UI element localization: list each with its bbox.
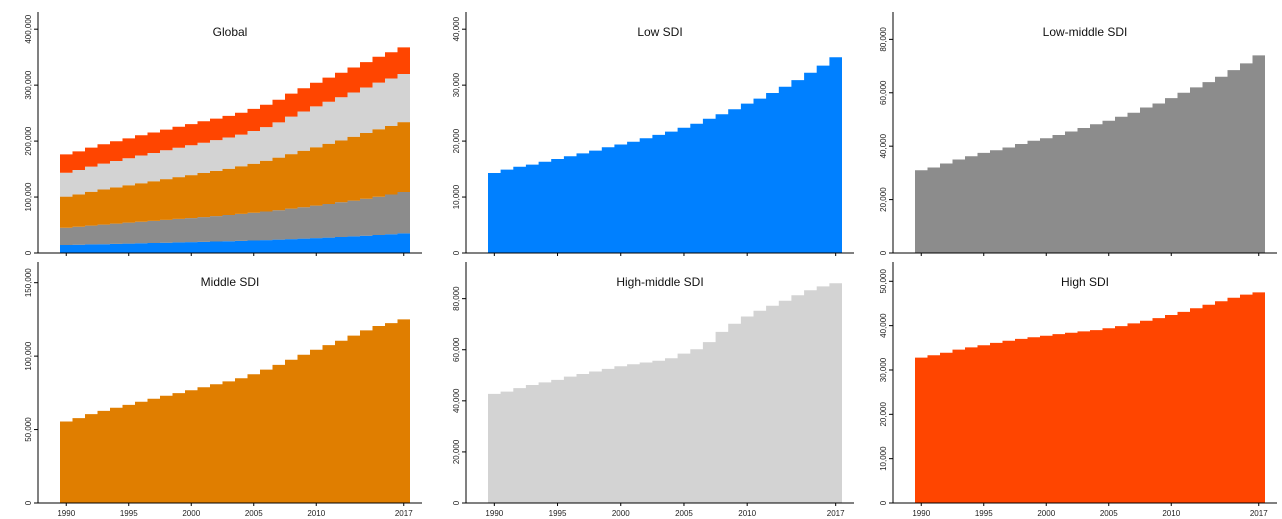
panel-middle-sdi-xtick-label: 2017: [395, 509, 413, 518]
panel-high-sdi-xtick-label: 2005: [1100, 509, 1118, 518]
panel-global-ytick-label: 100,000: [24, 182, 33, 211]
panel-global-title: Global: [213, 25, 248, 39]
panel-global-area-1: [60, 233, 410, 253]
panel-middle-sdi-title: Middle SDI: [201, 275, 260, 289]
panel-high-middle-sdi-title: High-middle SDI: [616, 275, 703, 289]
panel-middle-sdi-xtick-label: 1995: [120, 509, 138, 518]
panel-global-area-5: [60, 47, 410, 173]
panel-high-sdi-ytick-label: 40,000: [879, 313, 888, 338]
panel-low-sdi-area-1: [488, 57, 842, 254]
panel-low-sdi-ytick-label: 30,000: [452, 72, 461, 97]
panel-high-middle-sdi-ytick-label: 0: [452, 500, 461, 505]
panel-high-middle-sdi-xtick-label: 1990: [485, 509, 503, 518]
panel-middle-sdi-xtick-label: 2000: [182, 509, 200, 518]
panel-high-middle-sdi-xtick-label: 2000: [612, 509, 630, 518]
panel-low-middle-sdi-ytick-label: 40,000: [879, 133, 888, 158]
panel-global-area-3: [60, 122, 410, 228]
panel-high-sdi-xtick-label: 1995: [975, 509, 993, 518]
panel-low-sdi-ytick-label: 10,000: [452, 184, 461, 209]
panel-low-middle-sdi-ytick-label: 60,000: [879, 80, 888, 105]
panel-low-sdi-title: Low SDI: [637, 25, 682, 39]
panel-middle-sdi-ytick-label: 150,000: [24, 268, 33, 297]
panel-global-ytick-label: 300,000: [24, 70, 33, 99]
panel-high-sdi-ytick-label: 0: [879, 500, 888, 505]
panel-high-sdi-ytick-label: 50,000: [879, 269, 888, 294]
panel-middle-sdi-ytick-label: 50,000: [24, 417, 33, 442]
panel-high-sdi-xtick-label: 1990: [912, 509, 930, 518]
panel-high-sdi-xtick-label: 2010: [1162, 509, 1180, 518]
panel-middle-sdi-area-1: [60, 319, 410, 503]
panel-high-middle-sdi-ytick-label: 40,000: [452, 388, 461, 413]
panel-high-middle-sdi: 0 20,000 40,000 60,000 80,000 1990 1995 2000 200…: [452, 262, 854, 518]
panel-high-middle-sdi-xtick-label: 2010: [738, 509, 756, 518]
panel-high-middle-sdi-xtick-label: 2005: [675, 509, 693, 518]
panel-high-sdi-xtick-label: 2017: [1250, 509, 1268, 518]
panel-global-ytick-label: 200,000: [24, 126, 33, 155]
panel-low-middle-sdi-ytick-label: 80,000: [879, 27, 888, 52]
panel-global-ytick-label: 400,000: [24, 14, 33, 43]
panel-high-sdi: 0 10,000 20,000 30,000 40,000 50,000 1990 1995 2…: [879, 262, 1277, 518]
panel-global-ytick-label: 0: [24, 250, 33, 255]
panel-middle-sdi: 0 50,000 100,000 150,000 1990 1995 2000 2005 201…: [24, 262, 422, 518]
panel-low-sdi-ytick-label: 40,000: [452, 16, 461, 41]
panel-high-sdi-ytick-label: 10,000: [879, 446, 888, 471]
panel-high-middle-sdi-area-1: [488, 283, 842, 503]
panel-middle-sdi-ytick-label: 100,000: [24, 341, 33, 370]
panel-middle-sdi-xtick-label: 2005: [245, 509, 263, 518]
panel-high-middle-sdi-ytick-label: 80,000: [452, 286, 461, 311]
panel-high-middle-sdi-xtick-label: 2017: [827, 509, 845, 518]
panel-high-sdi-xtick-label: 2000: [1037, 509, 1055, 518]
panel-high-sdi-area-1: [915, 292, 1265, 503]
panel-high-middle-sdi-xtick-label: 1995: [549, 509, 567, 518]
panel-middle-sdi-xtick-label: 2010: [307, 509, 325, 518]
panel-low-middle-sdi-area-1: [915, 55, 1265, 254]
panel-high-sdi-title: High SDI: [1061, 275, 1109, 289]
panel-global: 0 100,000 200,000 300,000 400,000 Global: [24, 12, 422, 256]
panel-low-middle-sdi-ytick-label: 20,000: [879, 187, 888, 212]
panel-middle-sdi-xtick-label: 1990: [57, 509, 75, 518]
panel-high-middle-sdi-ytick-label: 60,000: [452, 337, 461, 362]
panel-middle-sdi-ytick-label: 0: [24, 500, 33, 505]
panel-low-middle-sdi-ytick-label: 0: [879, 250, 888, 255]
panel-low-sdi-ytick-label: 20,000: [452, 128, 461, 153]
panel-low-middle-sdi-title: Low-middle SDI: [1043, 25, 1128, 39]
panel-low-sdi-ytick-label: 0: [452, 250, 461, 255]
panel-low-sdi: 0 10,000 20,000 30,000 40,000 Low SDI: [452, 12, 854, 256]
panel-high-sdi-ytick-label: 30,000: [879, 357, 888, 382]
panel-low-middle-sdi: 0 20,000 40,000 60,000 80,000 Low-middle SDI: [879, 12, 1277, 256]
panel-high-middle-sdi-ytick-label: 20,000: [452, 439, 461, 464]
panel-high-sdi-ytick-label: 20,000: [879, 402, 888, 427]
